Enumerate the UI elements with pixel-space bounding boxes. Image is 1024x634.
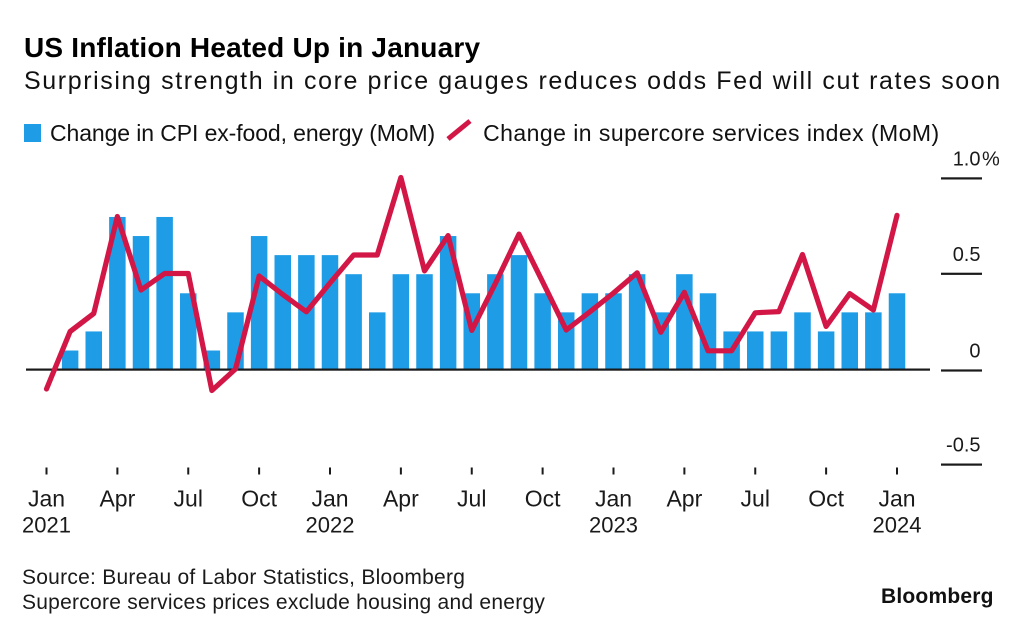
- svg-text:2022: 2022: [306, 513, 355, 538]
- svg-text:Apr: Apr: [666, 486, 702, 512]
- svg-text:Jan: Jan: [28, 486, 65, 512]
- svg-text:%: %: [982, 149, 1000, 171]
- svg-text:Jul: Jul: [741, 486, 770, 512]
- svg-text:Apr: Apr: [99, 486, 135, 512]
- svg-text:2023: 2023: [589, 513, 638, 538]
- svg-text:Jan: Jan: [878, 486, 915, 512]
- svg-text:Oct: Oct: [808, 486, 844, 512]
- svg-text:-0.5: -0.5: [946, 435, 980, 457]
- svg-text:0.5: 0.5: [953, 244, 981, 266]
- svg-text:Jan: Jan: [595, 486, 632, 512]
- svg-text:0: 0: [969, 341, 980, 363]
- svg-text:Jul: Jul: [457, 486, 486, 512]
- svg-text:1.0: 1.0: [953, 149, 981, 171]
- svg-text:Jul: Jul: [174, 486, 203, 512]
- svg-text:2021: 2021: [22, 513, 71, 538]
- svg-text:Oct: Oct: [525, 486, 561, 512]
- svg-text:Oct: Oct: [241, 486, 277, 512]
- svg-text:Jan: Jan: [311, 486, 348, 512]
- svg-text:2024: 2024: [873, 513, 922, 538]
- svg-text:Apr: Apr: [383, 486, 419, 512]
